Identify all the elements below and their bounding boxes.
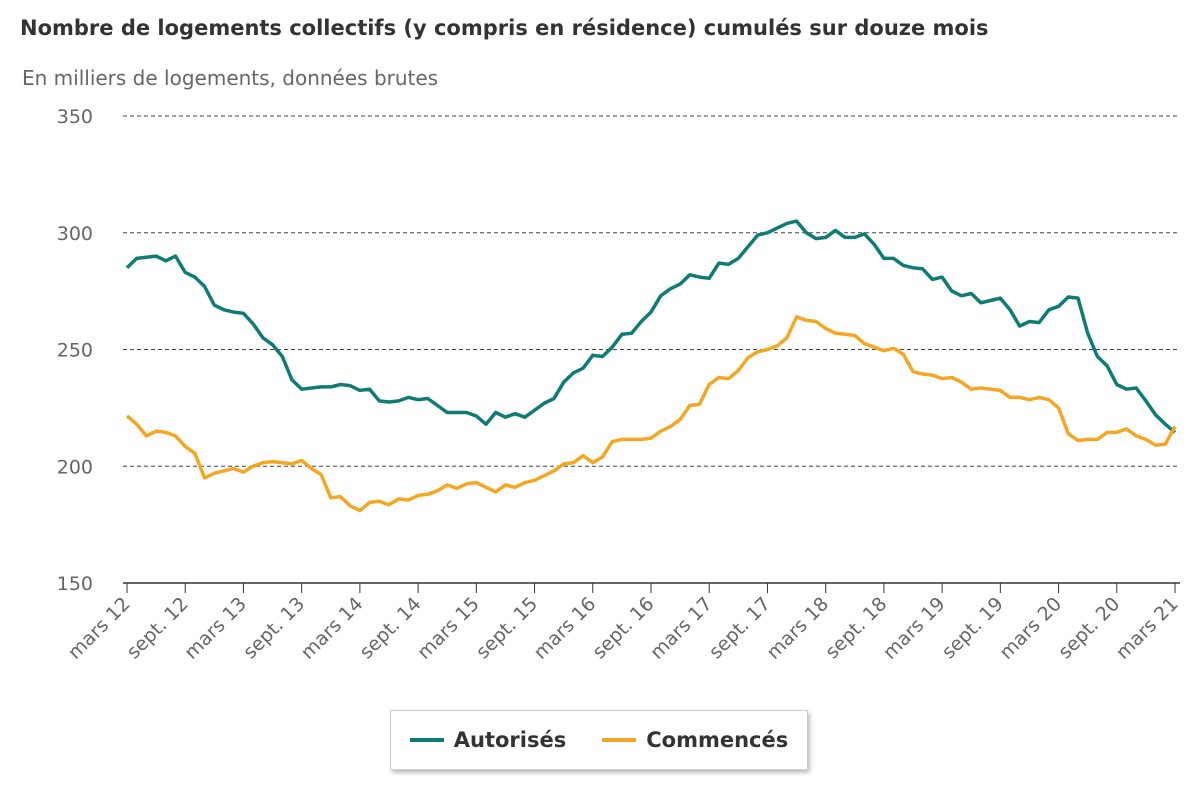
y-tick-label: 200 bbox=[57, 456, 93, 478]
chart-title: Nombre de logements collectifs (y compri… bbox=[20, 16, 989, 40]
y-tick-label: 350 bbox=[57, 106, 93, 128]
y-tick-label: 300 bbox=[57, 223, 93, 245]
x-tick-label: sept. 18 bbox=[821, 593, 891, 663]
legend-label: Commencés bbox=[646, 728, 789, 752]
x-tick-label: sept. 19 bbox=[938, 593, 1008, 663]
x-tick-label: sept. 14 bbox=[355, 593, 425, 663]
x-tick-label: mars 18 bbox=[762, 593, 833, 664]
legend-swatch-commences bbox=[602, 738, 637, 742]
x-tick-label: sept. 15 bbox=[472, 593, 542, 663]
x-tick-label: sept. 12 bbox=[123, 593, 193, 663]
legend-label: Autorisés bbox=[453, 728, 567, 752]
x-tick-label: mars 15 bbox=[413, 593, 484, 664]
x-tick-label: sept. 17 bbox=[705, 593, 775, 663]
legend-item-commences[interactable]: Commencés bbox=[602, 728, 788, 752]
x-tick-label: mars 17 bbox=[646, 593, 717, 664]
legend-item-autorises[interactable]: Autorisés bbox=[409, 728, 567, 752]
x-tick-label: mars 20 bbox=[995, 593, 1066, 664]
x-tick-label: mars 12 bbox=[64, 593, 135, 664]
y-tick-label: 150 bbox=[57, 573, 93, 595]
series-line-autorises bbox=[125, 219, 1177, 434]
x-tick-label: sept. 16 bbox=[588, 593, 658, 663]
x-tick-label: sept. 13 bbox=[239, 593, 309, 663]
x-tick-label: mars 16 bbox=[530, 593, 601, 664]
legend: Autorisés Commencés bbox=[390, 710, 808, 770]
series-line-commences bbox=[125, 315, 1177, 513]
x-tick-label: mars 19 bbox=[879, 593, 950, 664]
legend-swatch-autorises bbox=[409, 738, 444, 742]
x-tick-label: mars 21 bbox=[1112, 593, 1183, 664]
chart-subtitle: En milliers de logements, données brutes bbox=[22, 66, 439, 90]
x-tick-label: mars 14 bbox=[297, 593, 368, 664]
x-tick-label: mars 13 bbox=[180, 593, 251, 664]
x-tick-label: sept. 20 bbox=[1054, 593, 1124, 663]
y-tick-label: 250 bbox=[57, 340, 93, 362]
